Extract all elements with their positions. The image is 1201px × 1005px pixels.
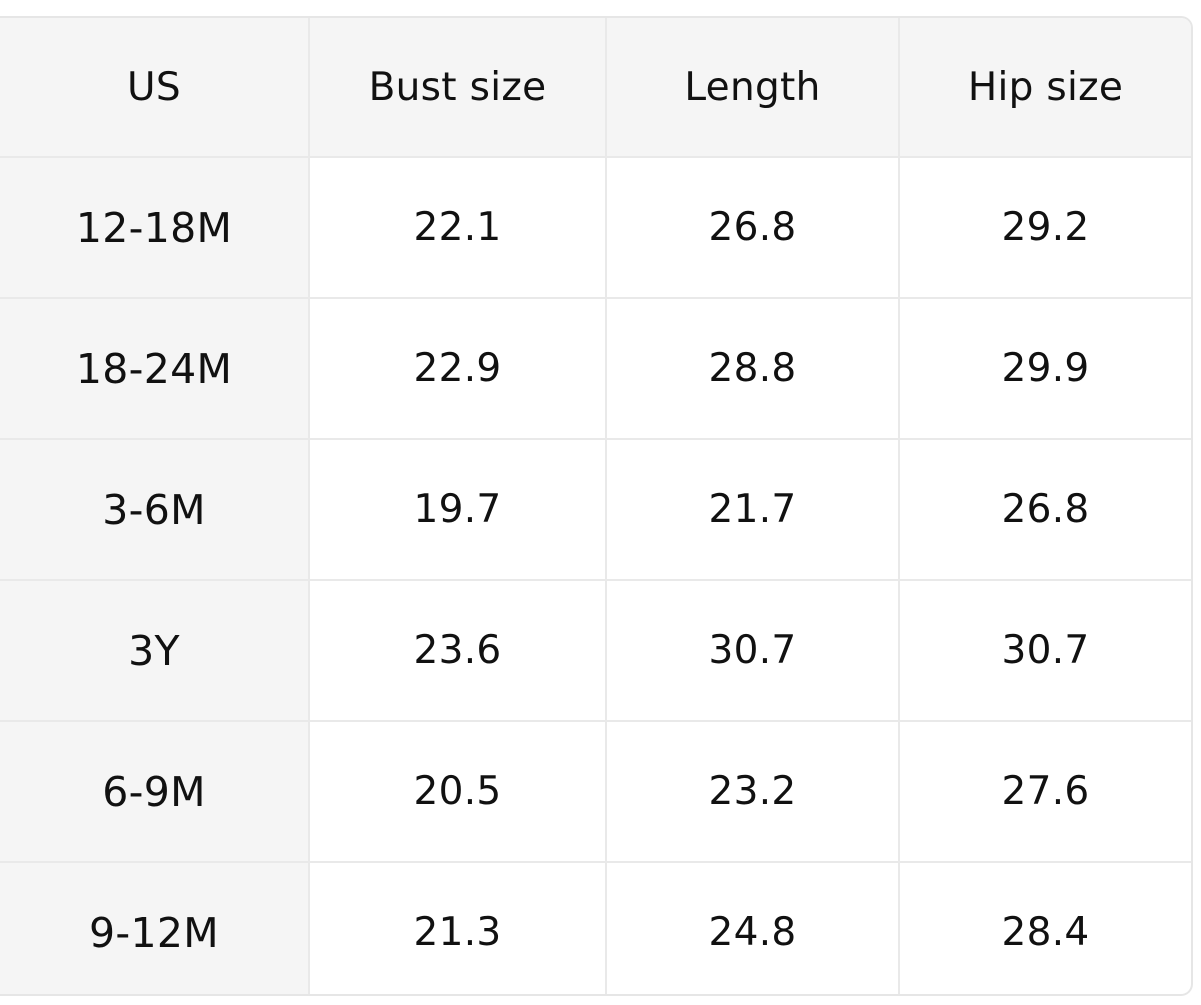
bust-cell: 21.3	[309, 862, 607, 994]
bust-cell: 23.6	[309, 580, 607, 722]
column-header-hip-size: Hip size	[899, 18, 1191, 158]
hip-cell: 30.7	[899, 580, 1191, 722]
size-cell: 3-6M	[0, 439, 310, 581]
size-cell: 3Y	[0, 580, 310, 722]
bust-cell: 22.9	[309, 298, 607, 440]
hip-cell: 26.8	[899, 439, 1191, 581]
column-header-us: US	[0, 18, 310, 158]
hip-cell: 29.2	[899, 157, 1191, 299]
header-row: US Bust size Length Hip size	[0, 18, 1191, 158]
length-cell: 26.8	[606, 157, 900, 299]
length-cell: 30.7	[606, 580, 900, 722]
length-cell: 21.7	[606, 439, 900, 581]
size-cell: 12-18M	[0, 157, 310, 299]
table-row: 6-9M 20.5 23.2 27.6	[0, 721, 1191, 863]
table-row: 18-24M 22.9 28.8 29.9	[0, 298, 1191, 440]
table-row: 3-6M 19.7 21.7 26.8	[0, 439, 1191, 581]
table-row: 12-18M 22.1 26.8 29.2	[0, 157, 1191, 299]
size-chart: US Bust size Length Hip size 12-18M 22.1…	[0, 16, 1193, 996]
size-cell: 9-12M	[0, 862, 310, 994]
column-header-bust-size: Bust size	[309, 18, 607, 158]
size-cell: 6-9M	[0, 721, 310, 863]
bust-cell: 22.1	[309, 157, 607, 299]
hip-cell: 28.4	[1001, 910, 1090, 955]
bust-cell: 19.7	[309, 439, 607, 581]
hip-cell: 27.6	[899, 721, 1191, 863]
table-row: 3Y 23.6 30.7 30.7	[0, 580, 1191, 722]
length-cell: 23.2	[606, 721, 900, 863]
size-cell: 18-24M	[0, 298, 310, 440]
hip-cell: 29.9	[899, 298, 1191, 440]
size-table: US Bust size Length Hip size 12-18M 22.1…	[0, 18, 1191, 994]
column-header-length: Length	[606, 18, 900, 158]
length-cell: 28.8	[606, 298, 900, 440]
length-cell: 24.8	[606, 862, 900, 994]
table-row: 9-12M 21.3 24.8 28.4	[0, 862, 1191, 994]
bust-cell: 20.5	[309, 721, 607, 863]
